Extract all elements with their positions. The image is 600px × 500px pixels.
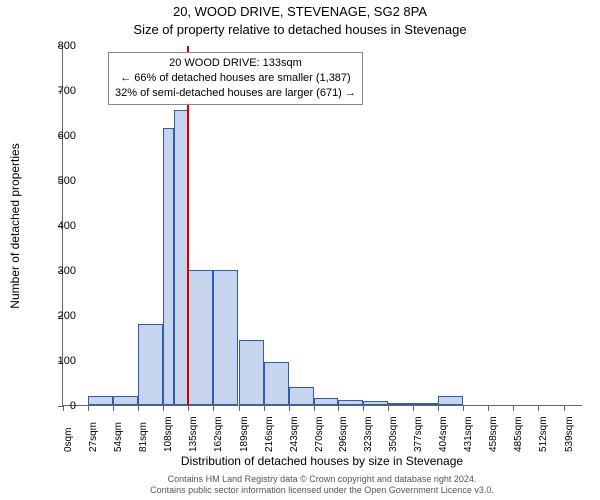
x-tick-mark — [264, 406, 265, 411]
x-tick-label: 108sqm — [163, 416, 174, 452]
x-tick-mark — [213, 406, 214, 411]
annotation-line: 20 WOOD DRIVE: 133sqm — [115, 56, 356, 71]
x-tick-mark — [564, 406, 565, 411]
x-tick-mark — [338, 406, 339, 411]
histogram-bar — [188, 270, 213, 405]
attribution-footer: Contains HM Land Registry data © Crown c… — [62, 474, 582, 497]
y-tick-label: 300 — [46, 265, 76, 277]
y-tick-label: 200 — [46, 310, 76, 322]
histogram-bar — [113, 396, 138, 405]
x-tick-label: 243sqm — [289, 416, 300, 452]
histogram-bar — [388, 403, 413, 405]
x-tick-label: 431sqm — [463, 416, 474, 452]
y-tick-label: 100 — [46, 355, 76, 367]
x-tick-mark — [488, 406, 489, 411]
x-axis-label: Distribution of detached houses by size … — [62, 454, 582, 468]
x-tick-label: 485sqm — [513, 416, 524, 452]
y-tick-label: 500 — [46, 175, 76, 187]
x-tick-mark — [388, 406, 389, 411]
y-tick-label: 0 — [46, 400, 76, 412]
page-address-title: 20, WOOD DRIVE, STEVENAGE, SG2 8PA — [0, 4, 600, 19]
histogram-bar — [213, 270, 238, 405]
x-tick-label: 539sqm — [564, 416, 575, 452]
y-tick-label: 600 — [46, 130, 76, 142]
x-tick-label: 216sqm — [264, 416, 275, 452]
x-tick-mark — [363, 406, 364, 411]
x-tick-label: 404sqm — [438, 416, 449, 452]
x-tick-mark — [538, 406, 539, 411]
histogram-bar — [163, 128, 174, 405]
x-tick-label: 0sqm — [63, 428, 74, 452]
x-tick-label: 350sqm — [388, 416, 399, 452]
histogram-bar — [338, 400, 363, 405]
footer-line-2: Contains public sector information licen… — [62, 485, 582, 496]
x-tick-mark — [289, 406, 290, 411]
x-tick-mark — [438, 406, 439, 411]
x-tick-label: 270sqm — [314, 416, 325, 452]
annotation-line: 32% of semi-detached houses are larger (… — [115, 86, 356, 101]
x-tick-mark — [314, 406, 315, 411]
y-tick-label: 800 — [46, 40, 76, 52]
marker-annotation-box: 20 WOOD DRIVE: 133sqm← 66% of detached h… — [108, 52, 363, 105]
x-tick-label: 27sqm — [88, 422, 99, 452]
x-tick-label: 458sqm — [488, 416, 499, 452]
x-tick-mark — [88, 406, 89, 411]
x-tick-label: 377sqm — [413, 416, 424, 452]
x-tick-label: 512sqm — [538, 416, 549, 452]
histogram-bar — [438, 396, 463, 405]
x-tick-mark — [463, 406, 464, 411]
x-tick-label: 189sqm — [239, 416, 250, 452]
annotation-line: ← 66% of detached houses are smaller (1,… — [115, 71, 356, 86]
histogram-bar — [239, 340, 264, 405]
histogram-bar — [363, 401, 388, 406]
x-tick-label: 54sqm — [113, 422, 124, 452]
histogram-plot-area: 0sqm27sqm54sqm81sqm108sqm135sqm162sqm189… — [62, 46, 582, 406]
x-tick-mark — [413, 406, 414, 411]
x-tick-mark — [513, 406, 514, 411]
histogram-bar — [314, 398, 338, 405]
y-axis-label: Number of detached properties — [8, 143, 22, 308]
histogram-bar — [264, 362, 289, 405]
x-tick-mark — [113, 406, 114, 411]
x-tick-mark — [188, 406, 189, 411]
page-subtitle: Size of property relative to detached ho… — [0, 22, 600, 37]
x-tick-label: 135sqm — [188, 416, 199, 452]
x-tick-label: 81sqm — [138, 422, 149, 452]
histogram-bar — [289, 387, 314, 405]
x-tick-label: 296sqm — [338, 416, 349, 452]
x-tick-label: 323sqm — [363, 416, 374, 452]
x-tick-label: 162sqm — [213, 416, 224, 452]
y-tick-label: 700 — [46, 85, 76, 97]
y-tick-label: 400 — [46, 220, 76, 232]
histogram-bar — [138, 324, 163, 405]
x-tick-mark — [163, 406, 164, 411]
x-tick-mark — [239, 406, 240, 411]
histogram-bar — [88, 396, 113, 405]
histogram-bar — [413, 403, 438, 405]
footer-line-1: Contains HM Land Registry data © Crown c… — [62, 474, 582, 485]
x-tick-mark — [138, 406, 139, 411]
